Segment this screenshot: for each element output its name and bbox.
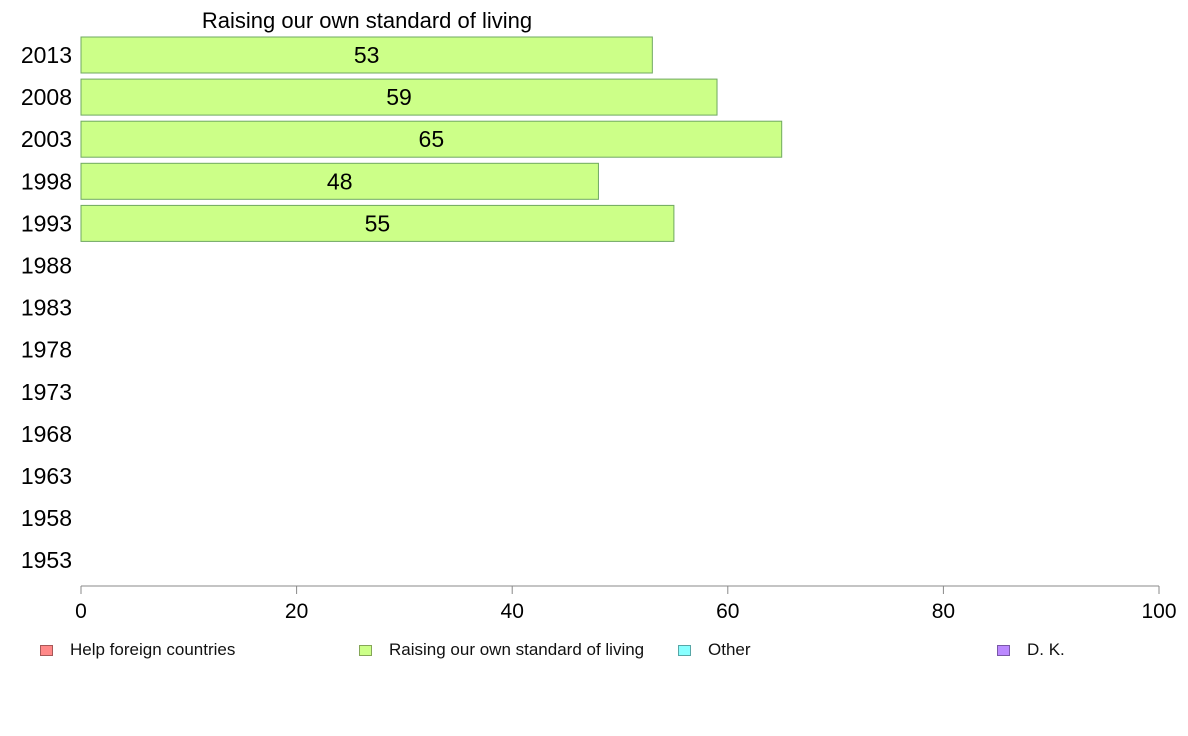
x-tick-label: 20 xyxy=(285,600,308,623)
y-tick-label: 1958 xyxy=(21,505,72,531)
bar-value-label: 65 xyxy=(419,126,445,152)
bar-value-label: 53 xyxy=(354,42,380,68)
legend-item-raising-standard: Raising our own standard of living xyxy=(359,640,644,660)
bar xyxy=(80,120,783,158)
legend-swatch xyxy=(997,644,1010,656)
y-tick-label: 1983 xyxy=(21,295,72,321)
y-tick-label: 2003 xyxy=(21,126,72,152)
x-tick-label: 80 xyxy=(932,600,955,623)
chart-title: Raising our own standard of living xyxy=(202,8,532,33)
x-axis: 0 20 40 60 80 100 xyxy=(75,585,1177,623)
y-tick-label: 2008 xyxy=(21,84,72,110)
x-tick-label: 0 xyxy=(75,600,87,623)
legend-swatch xyxy=(678,644,691,656)
bar xyxy=(80,36,653,74)
y-tick-label: 2013 xyxy=(21,42,72,68)
y-tick-label: 1978 xyxy=(21,337,72,363)
x-tick-label: 40 xyxy=(501,600,524,623)
legend-swatch xyxy=(359,644,372,656)
y-tick-label: 1953 xyxy=(21,547,72,573)
bar-value-label: 59 xyxy=(386,84,412,110)
y-tick-label: 1968 xyxy=(21,421,72,447)
legend-label: D. K. xyxy=(1027,640,1065,659)
y-tick-label: 1988 xyxy=(21,253,72,279)
legend-label: Help foreign countries xyxy=(70,640,236,659)
x-tick-label: 60 xyxy=(716,600,739,623)
x-tick-label: 100 xyxy=(1141,600,1176,623)
legend-item-help-foreign: Help foreign countries xyxy=(40,640,235,660)
legend-item-other: Other xyxy=(678,640,751,660)
legend-label: Other xyxy=(708,640,751,659)
bar xyxy=(80,78,718,116)
bar-value-label: 55 xyxy=(365,210,391,236)
legend-item-dk: D. K. xyxy=(997,640,1065,660)
y-tick-label: 1998 xyxy=(21,168,72,194)
bar xyxy=(80,204,675,242)
bar xyxy=(80,162,599,200)
legend: Help foreign countries Raising our own s… xyxy=(0,640,1188,664)
legend-label: Raising our own standard of living xyxy=(389,640,645,659)
y-tick-label: 1973 xyxy=(21,379,72,405)
y-tick-label: 1993 xyxy=(21,210,72,236)
bars-group xyxy=(80,36,783,242)
y-tick-label: 1963 xyxy=(21,463,72,489)
bar-value-label: 48 xyxy=(327,168,353,194)
y-axis: 2013 2008 2003 1998 1993 1988 1983 1978 1973 1968… xyxy=(21,42,72,573)
legend-swatch xyxy=(40,644,53,656)
